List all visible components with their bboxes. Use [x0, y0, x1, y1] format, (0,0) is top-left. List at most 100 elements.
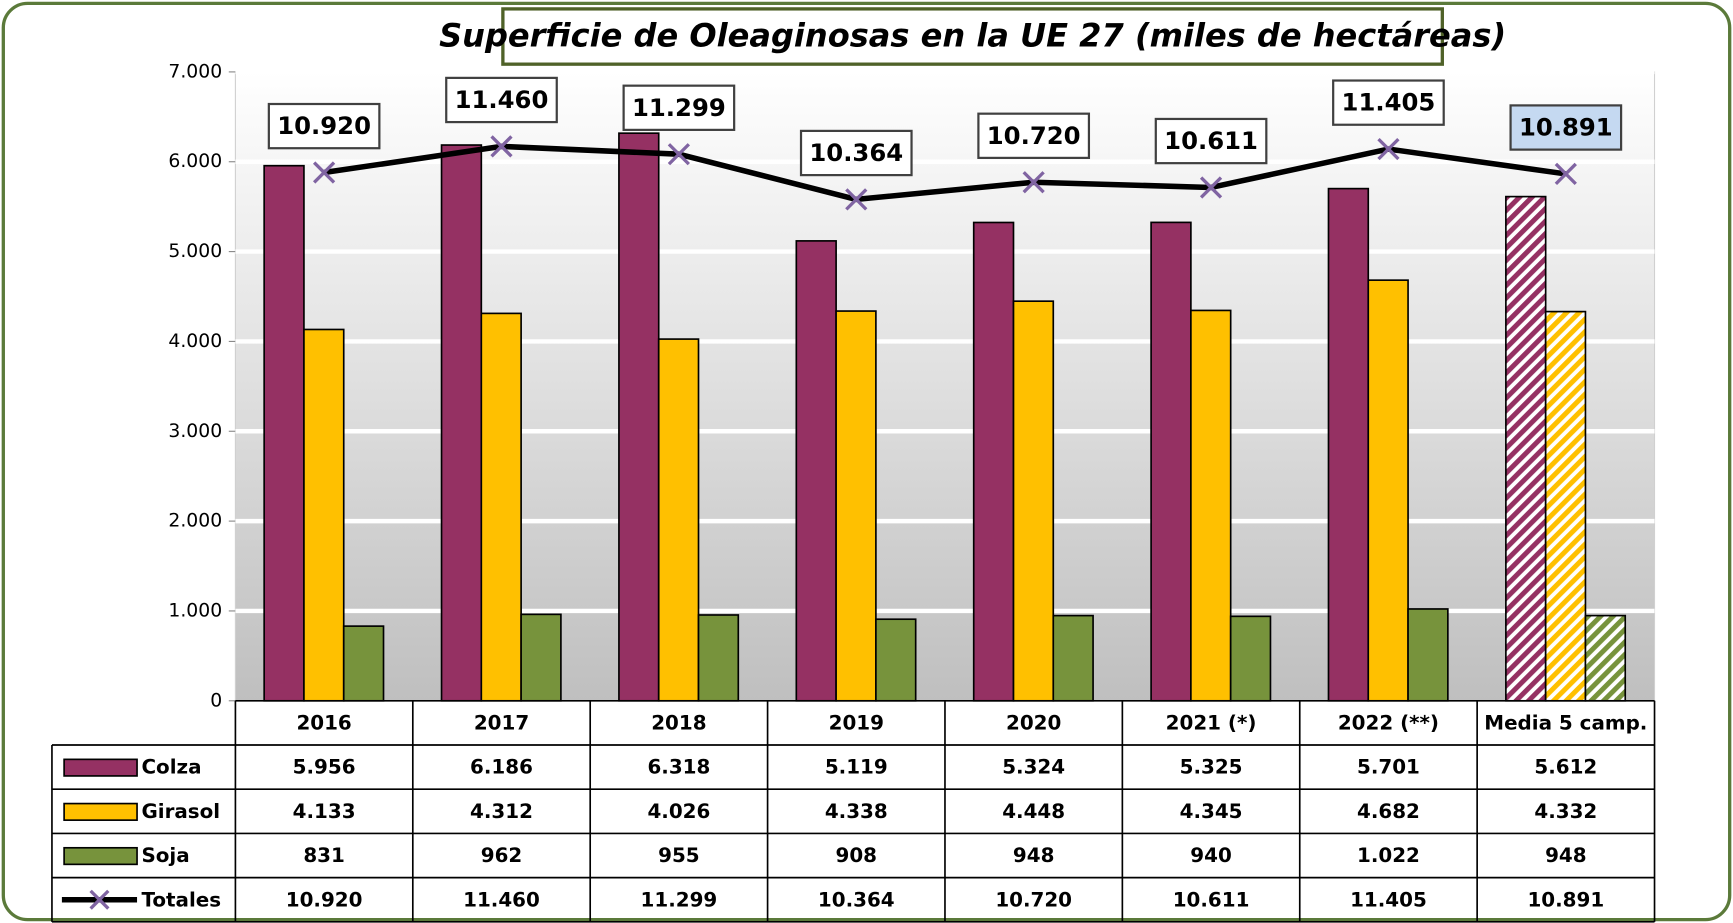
table-value: 4.682	[1357, 800, 1420, 823]
table-value: 5.956	[293, 756, 356, 779]
y-tick-label: 1.000	[168, 600, 222, 621]
table-value: 4.133	[293, 800, 356, 823]
bar	[1584, 614, 1627, 702]
data-label: 10.720	[987, 121, 1081, 150]
bar	[697, 614, 740, 702]
data-label-box	[267, 102, 381, 150]
table-value: 11.460	[463, 888, 540, 911]
table-value: 4.026	[647, 800, 710, 823]
table-value: 6.186	[470, 756, 533, 779]
y-tick-label: 2.000	[168, 511, 222, 532]
x-tick-label: Media 5 camp.	[1484, 711, 1647, 734]
legend-label: Girasol	[141, 800, 220, 823]
table-value: 5.119	[825, 756, 888, 779]
x-tick-label: 2020	[1006, 711, 1061, 734]
table-value: 831	[303, 844, 345, 867]
data-label: 10.611	[1164, 126, 1258, 155]
table-value: 1.022	[1357, 844, 1420, 867]
bar	[1327, 187, 1370, 702]
table-value: 948	[1545, 844, 1587, 867]
x-tick-label: 2019	[829, 711, 884, 734]
data-label: 11.405	[1342, 88, 1436, 117]
bar	[1407, 608, 1449, 702]
marker	[667, 143, 691, 166]
table-value: 11.299	[641, 888, 718, 911]
title-box	[501, 7, 1444, 66]
legend-swatch	[63, 758, 138, 777]
marker	[845, 188, 868, 211]
data-label: 10.920	[277, 111, 371, 140]
marker	[490, 135, 513, 158]
legend-label: Soja	[141, 844, 189, 867]
table-value: 10.364	[818, 888, 895, 911]
table-value: 908	[836, 844, 878, 867]
x-tick-label: 2022 (**)	[1338, 711, 1439, 734]
y-tick-label: 7.000	[168, 61, 222, 82]
table-value: 10.611	[1173, 888, 1250, 911]
table-value: 5.324	[1002, 756, 1065, 779]
bar	[520, 613, 562, 702]
legend-label: Colza	[141, 756, 201, 779]
data-label-box	[622, 84, 736, 131]
data-label: 11.299	[632, 93, 726, 122]
table-value: 4.345	[1180, 800, 1243, 823]
data-label: 11.460	[455, 85, 549, 114]
line	[323, 143, 1567, 203]
x-tick-label: 2017	[474, 711, 529, 734]
data-label-box	[1332, 79, 1445, 126]
bar	[618, 132, 660, 702]
marker	[1199, 176, 1223, 199]
data-label: 10.891	[1519, 113, 1613, 142]
chart-title: Superficie de Oleaginosas en la UE 27 (m…	[439, 17, 1506, 55]
bar	[835, 310, 877, 702]
x-tick-label: 2018	[651, 711, 706, 734]
y-tick-label: 6.000	[168, 151, 222, 172]
legend-swatch	[63, 846, 138, 866]
bar	[1012, 300, 1055, 702]
table-value: 4.448	[1002, 800, 1065, 823]
bar	[480, 312, 522, 702]
marker	[1377, 137, 1400, 161]
y-tick-label: 4.000	[168, 331, 222, 352]
legend-swatch	[63, 802, 138, 821]
bar	[972, 221, 1015, 702]
bar	[342, 625, 385, 702]
bar	[657, 338, 700, 702]
data-label-box	[445, 76, 558, 124]
legend-label: Totales	[141, 888, 221, 911]
data-label-box	[799, 129, 913, 177]
x-tick-label: 2021 (*)	[1166, 711, 1257, 734]
marker	[312, 161, 336, 184]
marker	[1022, 171, 1045, 194]
table-value: 5.325	[1180, 756, 1243, 779]
bar	[263, 164, 305, 702]
table-value: 6.318	[647, 756, 710, 779]
marker	[1554, 162, 1577, 186]
data-label-box	[977, 112, 1091, 159]
bar	[1367, 279, 1409, 702]
x-tick-label: 2016	[296, 711, 351, 734]
table-value: 4.332	[1534, 800, 1597, 823]
table-value: 10.720	[995, 888, 1072, 911]
bar	[1229, 615, 1272, 702]
bar	[1190, 309, 1232, 702]
data-label: 10.364	[809, 138, 903, 167]
table-value: 10.920	[286, 888, 363, 911]
table-value: 10.891	[1527, 888, 1604, 911]
y-tick-label: 5.000	[168, 241, 222, 262]
bar	[795, 240, 837, 702]
table-value: 948	[1013, 844, 1055, 867]
bar	[1544, 310, 1587, 702]
table-value: 5.701	[1357, 756, 1420, 779]
y-tick-label: 3.000	[168, 421, 222, 442]
bar	[303, 328, 345, 702]
table-value: 940	[1190, 844, 1231, 867]
bar	[875, 618, 917, 702]
table-value: 5.612	[1534, 756, 1597, 779]
table-value: 955	[658, 844, 700, 867]
table-value: 11.405	[1350, 888, 1427, 911]
bar	[1505, 195, 1547, 702]
table-value: 962	[481, 844, 523, 867]
data-label-box	[1154, 117, 1268, 165]
